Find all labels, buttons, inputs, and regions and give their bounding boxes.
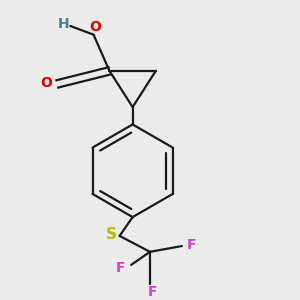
- Text: H: H: [58, 17, 70, 31]
- Text: F: F: [148, 285, 158, 299]
- Text: F: F: [186, 238, 196, 252]
- Text: F: F: [116, 261, 125, 275]
- Text: S: S: [106, 227, 117, 242]
- Text: O: O: [89, 20, 101, 34]
- Text: O: O: [40, 76, 52, 90]
